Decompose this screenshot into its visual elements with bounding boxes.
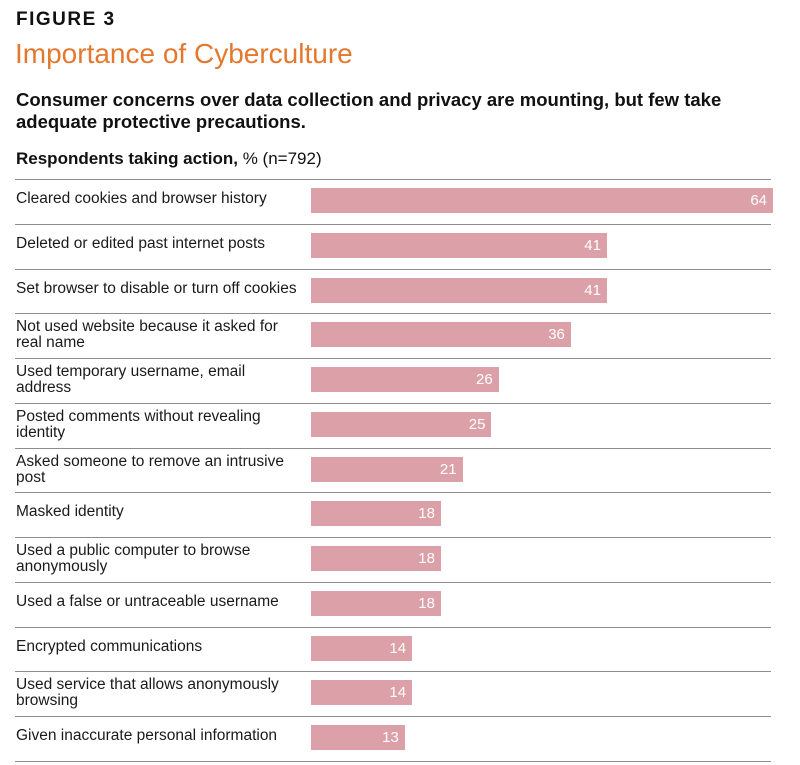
row-separator: [15, 716, 771, 717]
bar: 25: [311, 411, 492, 437]
bar-value-label: 13: [382, 729, 399, 746]
respondents-caption-bold: Respondents taking action,: [16, 149, 238, 168]
chart-row: Masked identity 18: [15, 492, 770, 537]
category-label: Encrypted communications: [16, 637, 203, 655]
bar-value-label: 21: [439, 460, 457, 478]
row-separator: [15, 626, 771, 628]
bar-value-label: 14: [389, 684, 407, 702]
chart-row: Used a public computer to browse anonymo…: [15, 537, 770, 582]
category-label: Set browser to disable or turn off cooki…: [16, 279, 297, 297]
bar-value-label: 18: [418, 505, 435, 523]
bar: 13: [311, 725, 405, 750]
bar-value-label: 18: [418, 594, 435, 612]
row-separator: [15, 313, 771, 315]
bar: 14: [311, 635, 413, 661]
row-separator: [15, 223, 771, 225]
row-separator: [15, 268, 771, 270]
row-separator-bottom: [15, 760, 771, 762]
category-label: Used temporary username, email address: [16, 363, 246, 396]
row-separator: [15, 179, 771, 180]
category-label: Cleared cookies and browser history: [16, 190, 267, 207]
category-label: Used a public computer to browse anonymo…: [16, 542, 251, 575]
bar-value-label: 41: [584, 281, 601, 299]
category-label: Used a false or untraceable username: [16, 592, 279, 610]
category-label: Given inaccurate personal information: [16, 727, 278, 744]
bar: 41: [311, 232, 607, 258]
category-label: Asked someone to remove an intrusive pos…: [16, 452, 284, 486]
category-label: Posted comments without revealing identi…: [16, 407, 261, 441]
bar-value-label: 26: [476, 371, 493, 388]
bar-value-label: 18: [418, 550, 435, 567]
chart-row: Not used website because it asked for re…: [15, 313, 770, 358]
bar: 18: [311, 546, 441, 571]
category-label: Deleted or edited past internet posts: [16, 234, 266, 252]
chart-row: Used service that allows anonymously bro…: [15, 671, 770, 716]
row-separator: [15, 492, 771, 494]
chart-title: Importance of Cyberculture: [15, 38, 353, 69]
chart-row: Used temporary username, email address 26: [15, 358, 770, 403]
bar-value-label: 36: [548, 326, 565, 344]
bar: 18: [311, 590, 441, 616]
category-label: Masked identity: [16, 503, 124, 521]
figure-label: FIGURE 3: [16, 9, 116, 30]
bar: 36: [311, 322, 571, 348]
category-label: Not used website because it asked for re…: [16, 318, 278, 352]
respondents-caption: Respondents taking action, % (n=792): [16, 149, 322, 169]
row-separator: [15, 402, 771, 404]
chart-row: Encrypted communications 14: [15, 627, 770, 672]
bar: 18: [311, 501, 441, 527]
bar: 41: [311, 277, 607, 303]
row-separator: [15, 581, 771, 583]
row-separator: [15, 671, 771, 673]
bar-value-label: 14: [389, 639, 407, 657]
row-separator: [15, 537, 771, 538]
bar: 21: [311, 456, 463, 482]
bar: 26: [311, 367, 499, 392]
bar-value-label: 64: [750, 192, 767, 209]
bar-value-label: 25: [468, 415, 486, 433]
chart-row: Set browser to disable or turn off cooki…: [15, 269, 770, 314]
chart-row: Deleted or edited past internet posts 41: [15, 224, 770, 269]
respondents-caption-rest: % (n=792): [237, 149, 322, 168]
chart-row: Posted comments without revealing identi…: [15, 403, 770, 448]
chart-row: Asked someone to remove an intrusive pos…: [15, 448, 770, 493]
row-separator: [15, 447, 771, 449]
bar: 14: [311, 680, 413, 706]
chart-row: Given inaccurate personal information 13: [15, 716, 770, 761]
chart-subtitle: Consumer concerns over data collection a…: [16, 89, 722, 132]
chart-row: Cleared cookies and browser history 64: [15, 179, 773, 224]
bar-value-label: 41: [584, 236, 601, 254]
category-label: Used service that allows anonymously bro…: [16, 676, 279, 710]
chart-row: Used a false or untraceable username 18: [15, 582, 770, 627]
row-separator: [15, 358, 771, 359]
bar: 64: [311, 188, 773, 213]
